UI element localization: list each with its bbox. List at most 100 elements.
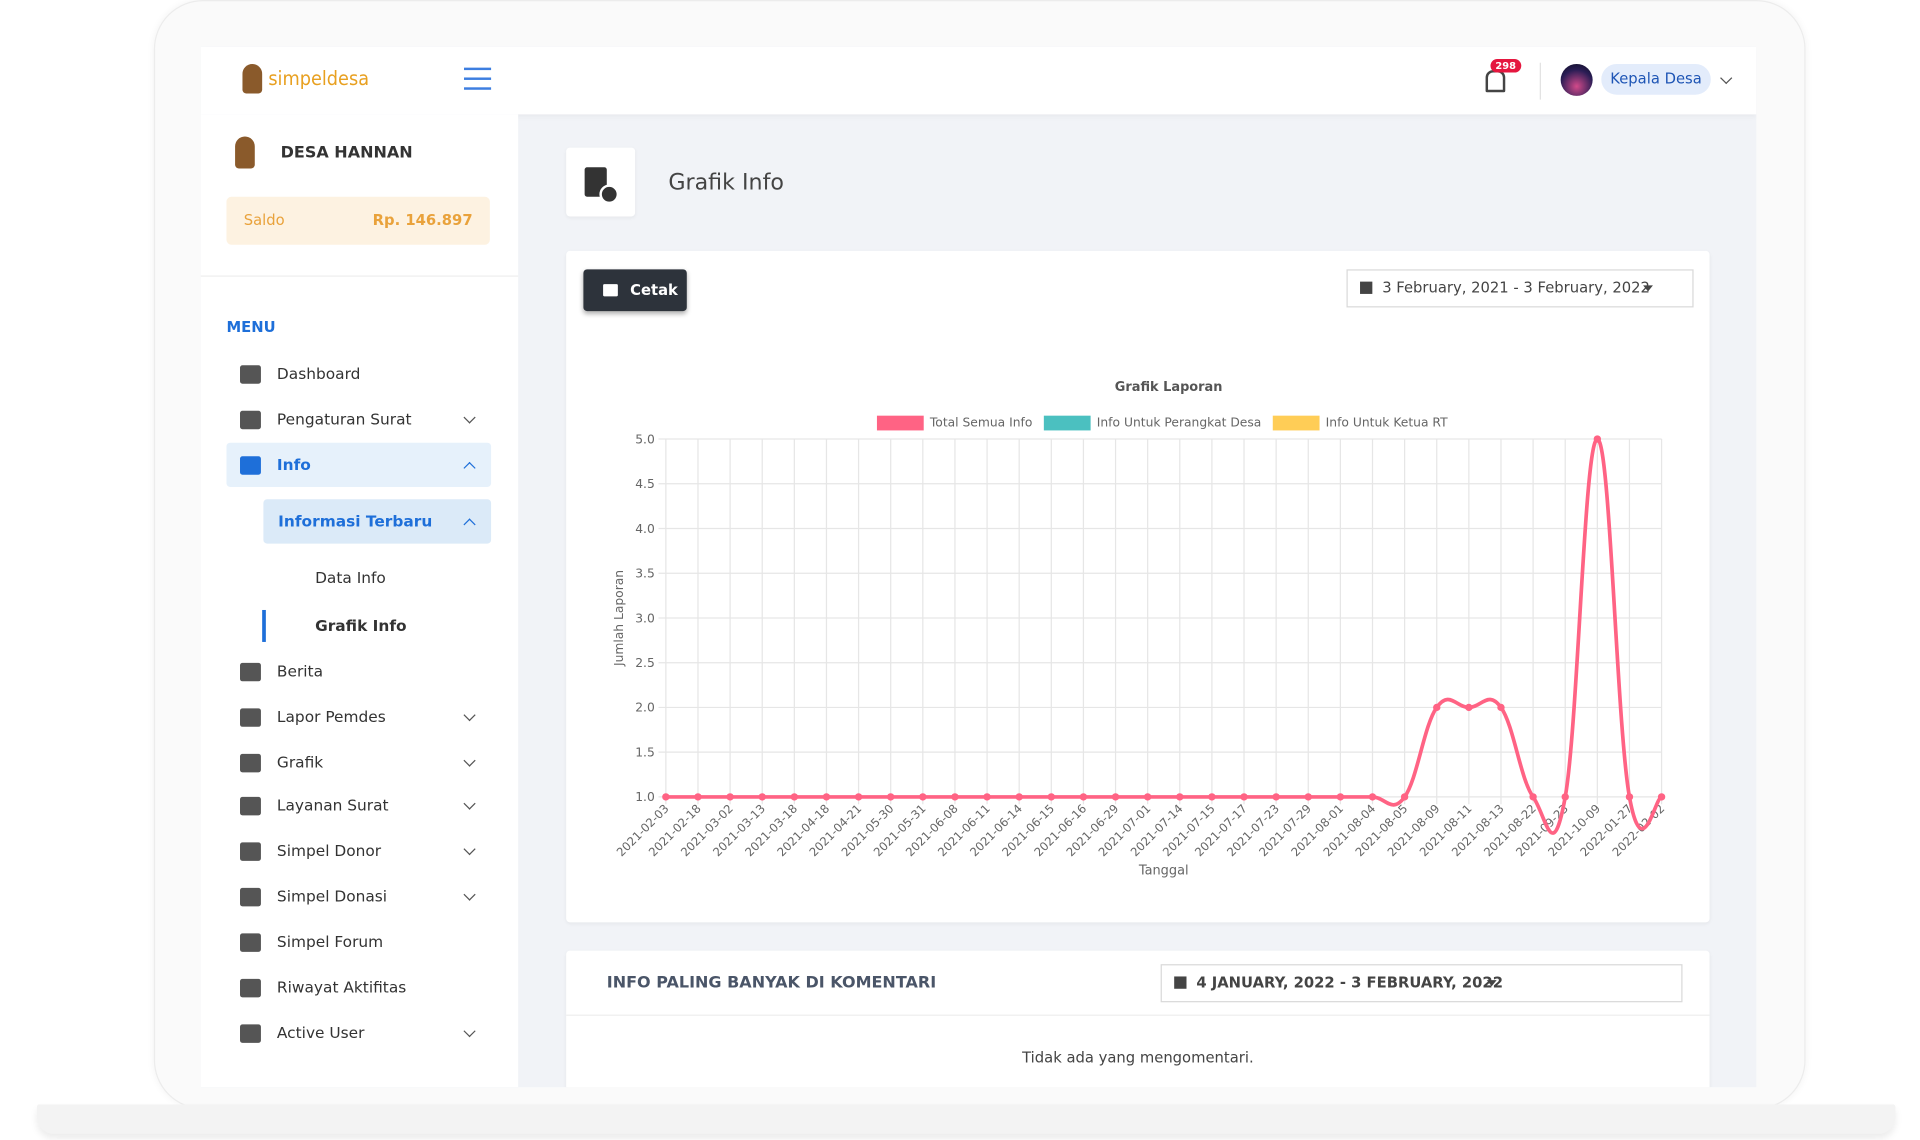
balance-label: Saldo	[243, 211, 285, 229]
menu-item[interactable]: Dashboard	[276, 364, 361, 383]
divider	[566, 1014, 1710, 1016]
menu-item[interactable]: Active User	[276, 1023, 365, 1042]
data-point	[1657, 793, 1666, 801]
menu-item[interactable]: Riwayat Aktifitas	[276, 977, 407, 997]
sidebar: DESA HANNAN Saldo Rp. 146.897 MENU Dashb…	[200, 114, 519, 1088]
data-point	[1111, 793, 1120, 801]
menu-chevron	[463, 709, 476, 722]
chart-title: Grafik Laporan	[1115, 380, 1223, 395]
avatar[interactable]	[1560, 63, 1593, 96]
menu-icon	[240, 933, 261, 952]
bell[interactable]	[1485, 70, 1506, 93]
data-point	[887, 793, 895, 801]
active-item-bg	[226, 442, 492, 488]
menu-icon	[240, 796, 261, 816]
user-chevron	[1720, 72, 1733, 85]
data-point	[1176, 793, 1184, 801]
menu-item[interactable]: Info	[276, 455, 311, 474]
data-point	[758, 793, 766, 801]
data-point	[1143, 793, 1152, 801]
print-label: Cetak	[630, 281, 678, 299]
menu-icon	[240, 1024, 261, 1043]
hamburger[interactable]	[464, 67, 492, 90]
menu-item[interactable]: Data Info	[315, 568, 386, 587]
menu-icon	[240, 842, 261, 861]
data-point	[1433, 703, 1441, 712]
data-point	[1400, 793, 1409, 801]
brand: simpeldesa	[268, 66, 370, 90]
balance: Rp. 146.897	[372, 211, 473, 229]
data-point	[1208, 793, 1216, 801]
menu-item[interactable]: Simpel Forum	[276, 932, 384, 951]
data-point	[662, 793, 670, 801]
active-marker	[262, 609, 266, 642]
page-icon-box	[566, 147, 636, 217]
data-point	[1336, 793, 1345, 801]
data-point	[1625, 793, 1634, 801]
active-subitem-bg	[263, 499, 492, 544]
divider	[200, 275, 519, 277]
legend-label: Total Semua Info	[929, 416, 1033, 430]
data-point	[726, 793, 734, 801]
chart: Grafik Laporan Total Semua Info Info Untuk…	[612, 380, 1668, 878]
data-point	[919, 793, 927, 801]
print-button[interactable]: Cetak	[583, 269, 687, 312]
screen: simpeldesa 298 Kepala Desa DESA HANNAN S…	[200, 46, 1757, 1088]
legend-label: Info Untuk Ketua RT	[1326, 416, 1448, 430]
menu-item[interactable]: Layanan Surat	[276, 795, 389, 815]
chart-card: Cetak 3 February, 2021 - 3 February, 202…	[566, 250, 1710, 923]
comments-title: INFO PALING BANYAK DI KOMENTARI	[606, 974, 937, 993]
village-logo	[235, 136, 255, 169]
comments-card: INFO PALING BANYAK DI KOMENTARI 4 JANUAR…	[566, 950, 1710, 1088]
notification-badge: 298	[1490, 59, 1521, 73]
legend-label: Info Untuk Perangkat Desa	[1097, 416, 1262, 430]
date-picker[interactable]: 3 February, 2021 - 3 February, 2022	[1346, 269, 1694, 308]
menu-item[interactable]: Simpel Donor	[276, 841, 382, 860]
laptop-base	[36, 1104, 1896, 1134]
menu-chevron	[463, 888, 476, 901]
menu-item[interactable]: Pengaturan Surat	[276, 409, 412, 428]
menu-chevron	[463, 411, 476, 424]
menu-item[interactable]: Informasi Terbaru	[278, 511, 433, 531]
menu-item[interactable]: Grafik Info	[315, 616, 407, 635]
comments-date-picker[interactable]: 4 JANUARY, 2022 - 3 FEBRUARY, 2022	[1160, 964, 1683, 1003]
menu-icon	[240, 456, 261, 475]
y-tick-label: 3.0	[635, 611, 655, 625]
data-point	[694, 793, 702, 801]
menu-icon	[240, 662, 261, 682]
data-point	[1465, 703, 1473, 712]
y-axis-label: Jumlah Laporan	[612, 570, 626, 667]
menu-chevron	[463, 1025, 476, 1038]
legend-swatch	[1043, 415, 1091, 431]
menu-chevron	[463, 843, 476, 856]
y-tick-label: 3.5	[635, 567, 655, 581]
menu-item[interactable]: Simpel Donasi	[276, 886, 388, 906]
series-line	[665, 437, 1663, 835]
y-tick-label: 2.0	[635, 701, 655, 715]
data-point	[1079, 793, 1088, 801]
menu-item[interactable]: Grafik	[276, 752, 324, 772]
user-pill[interactable]: Kepala Desa	[1601, 63, 1711, 95]
page-title: Grafik Info	[668, 169, 784, 196]
village-name: DESA HANNAN	[280, 143, 413, 163]
menu-item[interactable]: Lapor Pemdes	[276, 707, 386, 726]
data-point	[1240, 793, 1248, 801]
data-point	[1304, 793, 1312, 801]
y-tick-label: 1.5	[635, 745, 655, 759]
data-point	[1047, 793, 1055, 801]
menu-title: MENU	[226, 318, 276, 336]
data-point	[983, 793, 991, 801]
data-point	[1561, 793, 1569, 801]
balance-box: Saldo Rp. 146.897	[226, 196, 490, 245]
menu-icon	[240, 887, 261, 907]
data-point	[854, 793, 863, 801]
menu-chevron	[463, 754, 476, 767]
data-point	[951, 793, 959, 801]
legend-swatch	[876, 415, 924, 431]
data-point	[790, 793, 799, 801]
data-point	[1368, 793, 1377, 801]
menu-item[interactable]: Berita	[276, 661, 324, 681]
date-range: 3 February, 2021 - 3 February, 2022	[1382, 279, 1650, 297]
